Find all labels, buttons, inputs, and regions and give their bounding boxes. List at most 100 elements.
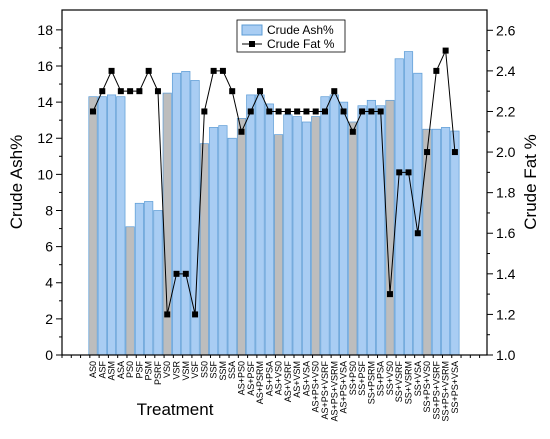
x-tick-label: AS+PS+VS0: [311, 361, 321, 413]
x-tick-label: AS+PSA: [264, 361, 274, 396]
legend-label: Crude Fat %: [267, 37, 335, 51]
x-tick-label: AS+PSF: [246, 360, 256, 395]
bar: [357, 105, 367, 356]
bar: [450, 130, 460, 356]
x-tick-label: AS+VSA: [301, 361, 311, 396]
marker: [340, 108, 347, 115]
marker: [424, 149, 431, 156]
x-tick-label: SS+VSA: [413, 361, 423, 396]
bar: [153, 210, 163, 356]
y-tick-label: 4: [45, 275, 53, 291]
y-tick-label: 2: [45, 311, 53, 327]
marker: [192, 311, 199, 318]
y-tick-label: 14: [37, 94, 53, 110]
x-tick-label: AS+VSRF: [283, 360, 293, 402]
bar: [339, 101, 349, 356]
y2-tick-label: 1.8: [496, 185, 516, 201]
marker: [414, 230, 421, 237]
bar: [134, 202, 144, 356]
y2-tick-label: 2.4: [496, 63, 516, 79]
x-tick-label: PSF: [134, 361, 144, 379]
y-tick-label: 10: [37, 166, 53, 182]
marker: [154, 88, 161, 95]
y-tick-label: 12: [37, 130, 53, 146]
bar: [255, 94, 265, 356]
x-tick-label: AS+PS+VSRF: [320, 361, 330, 420]
x-tick-label: VSR: [172, 361, 182, 380]
marker: [210, 67, 217, 74]
x-tick-label: SSF: [209, 361, 219, 379]
bar: [441, 127, 451, 356]
y2-tick-label: 2.2: [496, 103, 516, 119]
y-tick-label: 16: [37, 58, 53, 74]
bar: [320, 96, 330, 356]
x-tick-label: AS+PS+VSRM: [329, 361, 339, 422]
x-tick-label: AS0: [88, 361, 98, 378]
y2-tick-label: 1.6: [496, 225, 516, 241]
y-tick-label: 18: [37, 22, 53, 38]
marker: [275, 108, 282, 115]
bar: [227, 137, 237, 356]
bar: [274, 134, 284, 356]
x-tick-label: ASF: [97, 361, 107, 379]
line: [92, 48, 456, 315]
marker: [257, 88, 264, 95]
bar: [376, 105, 386, 356]
x-tick-label: AS+PS0: [236, 361, 246, 395]
y-tick-label: 8: [45, 202, 53, 218]
marker: [127, 88, 134, 95]
bar: [283, 114, 293, 356]
bar: [171, 72, 182, 356]
bar: [88, 96, 98, 356]
marker: [284, 108, 291, 115]
marker: [451, 149, 458, 156]
bar: [144, 201, 154, 356]
x-tick-label: SS+PSA: [376, 361, 386, 396]
marker: [331, 88, 338, 95]
x-tick-label: PS0: [125, 361, 135, 378]
marker: [294, 108, 301, 115]
x-tick-label: SS+PSRM: [366, 361, 376, 404]
marker: [117, 88, 124, 95]
bar: [329, 94, 339, 356]
x-tick-label: SS+PS0: [348, 361, 358, 395]
marker: [266, 108, 273, 115]
marker: [386, 291, 393, 298]
y-axis-label: Crude Ash%: [7, 135, 26, 230]
y2-tick-label: 1.0: [496, 347, 516, 363]
x-tick-label: VSF: [190, 361, 200, 379]
marker: [303, 108, 310, 115]
bar: [366, 99, 376, 356]
x-tick-label: VS0: [162, 361, 172, 378]
marker: [219, 67, 226, 74]
marker: [433, 67, 440, 74]
marker: [99, 88, 106, 95]
bar: [403, 51, 414, 356]
x-tick-label: PSM: [144, 361, 154, 381]
marker: [89, 108, 96, 115]
x-axis-label: Treatment: [137, 400, 214, 419]
bar: [264, 103, 274, 356]
bar: [301, 121, 311, 356]
marker: [229, 88, 236, 95]
plot-frame: [61, 9, 488, 356]
marker: [201, 108, 208, 115]
x-tick-label: SS+VS0: [385, 361, 395, 395]
marker: [164, 311, 171, 318]
x-tick-label: SS+PS+VSRF: [431, 361, 441, 420]
x-tick-label: SS0: [199, 361, 209, 378]
y-tick-label: 0: [45, 347, 53, 363]
marker: [145, 67, 152, 74]
y-tick-label: 6: [45, 239, 53, 255]
marker: [359, 108, 366, 115]
marker: [396, 169, 403, 176]
marker: [108, 67, 115, 74]
bar: [246, 94, 256, 356]
x-tick-label: SS+VSRF: [394, 360, 404, 402]
marker: [173, 270, 180, 277]
y2-axis-label: Crude Fat %: [521, 134, 540, 229]
marker: [349, 128, 356, 135]
y2-tick-label: 2.6: [496, 22, 516, 38]
bar: [209, 127, 219, 356]
